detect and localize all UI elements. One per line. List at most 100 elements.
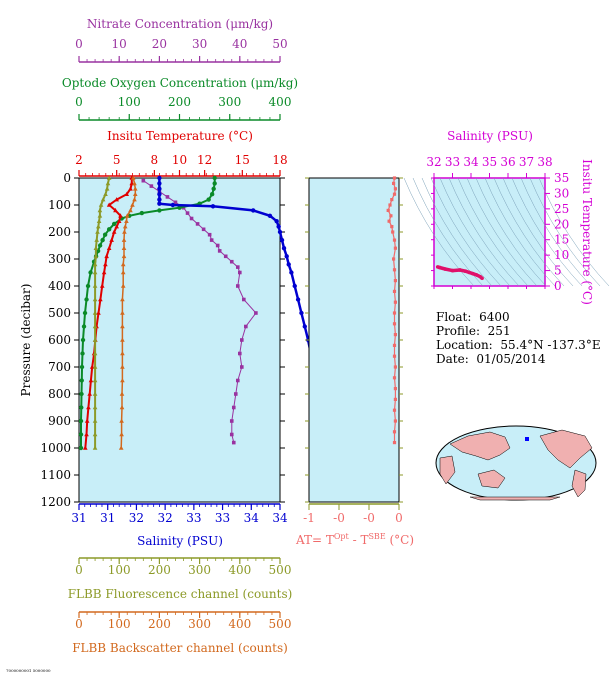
delta-t-point — [388, 203, 392, 207]
map-land-asia — [449, 431, 511, 461]
ts-density-isoline — [421, 177, 493, 287]
fluorescence-point — [100, 197, 106, 202]
oxygen-point — [157, 208, 162, 213]
salinity-point — [157, 175, 162, 181]
oxygen-point — [79, 364, 85, 370]
backscatter-point — [124, 218, 129, 223]
backscatter-axis-tick-label: 200 — [148, 617, 171, 631]
footer-code: 7000000001 5000000 — [6, 668, 51, 673]
oxygen-point — [80, 351, 85, 356]
backscatter-point — [119, 432, 124, 437]
nitrate-point — [215, 243, 220, 248]
ts-point — [458, 268, 462, 272]
ts-point — [463, 269, 468, 273]
delta-t-point — [392, 441, 397, 445]
nitrate-point — [238, 351, 242, 356]
salinity-point — [157, 197, 162, 202]
temperature-axis-tick-label: 2 — [75, 153, 83, 167]
fluorescence-point — [93, 253, 99, 259]
oxygen-point — [78, 418, 84, 424]
delta-t-point — [390, 225, 394, 229]
temperature-point — [124, 191, 130, 196]
fluorescence-axis-tick-label: 0 — [75, 563, 83, 577]
oxygen-point — [79, 391, 84, 397]
salinity-point — [210, 204, 216, 209]
temperature-point — [96, 310, 101, 315]
delta-t-point — [393, 246, 397, 250]
salinity-point — [157, 192, 162, 197]
salinity-axis-tick-label: 31 — [71, 511, 86, 525]
salinity-point — [251, 208, 256, 213]
fluorescence-axis-tick-label: 500 — [269, 563, 292, 577]
nitrate-point — [189, 216, 194, 221]
map-land-africa — [439, 455, 456, 485]
temperature-axis-tick-label: 10 — [172, 153, 187, 167]
salinity-point — [281, 246, 287, 251]
nitrate-point — [173, 200, 178, 205]
temperature-axis-tick-label: 18 — [272, 153, 287, 167]
backscatter-point — [130, 175, 136, 180]
delta-t-point — [392, 322, 397, 326]
oxygen-point — [80, 337, 86, 343]
pressure-tick-label: 500 — [48, 306, 71, 320]
pressure-tick-label: 1100 — [40, 468, 71, 482]
delta-t-point — [392, 181, 396, 185]
ts-ylabel: Insitu Temperature (°C) — [580, 159, 594, 305]
ts-point — [480, 276, 484, 281]
ts-density-isoline — [448, 177, 520, 287]
fluorescence-point — [95, 229, 100, 234]
pressure-tick-label: 700 — [48, 360, 71, 374]
oxygen-point — [212, 181, 217, 186]
nitrate-point — [229, 259, 234, 264]
oxygen-axis-tick-label: 0 — [75, 95, 83, 109]
backscatter-point — [124, 213, 130, 218]
fluorescence-point — [98, 202, 104, 207]
delta-t-point — [393, 333, 397, 337]
nitrate-point — [195, 222, 200, 226]
temperature-axis-tick-label: 12 — [197, 153, 212, 167]
delta-t-axis-label: AT= TOpt - TSBE (°C) — [295, 532, 414, 547]
fluorescence-point — [95, 224, 101, 229]
backscatter-axis-tick-label: 100 — [108, 617, 131, 631]
nitrate-point — [240, 338, 244, 342]
backscatter-axis-tick-label: 300 — [188, 617, 211, 631]
backscatter-point — [132, 186, 138, 191]
pressure-tick-label: 1200 — [40, 495, 71, 509]
delta-t-point — [392, 430, 397, 434]
temperature-point — [109, 237, 114, 242]
oxygen-axis-label: Optode Oxygen Concentration (μm/kg) — [62, 76, 298, 90]
oxygen-point — [78, 445, 84, 451]
salinity-point — [277, 229, 283, 235]
delta-t-axis: -1 -0 -0 0 — [303, 177, 403, 525]
delta-t-point — [392, 376, 397, 380]
backscatter-point — [120, 337, 125, 342]
nitrate-axis-tick-label: 30 — [192, 37, 207, 51]
fluorescence-point — [92, 418, 98, 423]
ts-ytick-label: 20 — [554, 217, 569, 231]
pressure-tick-label: 600 — [48, 333, 71, 347]
delta-t-point — [389, 214, 393, 218]
nitrate-axis-tick-label: 50 — [272, 37, 287, 51]
ts-density-isoline — [520, 177, 592, 287]
delta-t-point — [392, 311, 397, 315]
fluorescence-point — [97, 207, 103, 213]
nitrate-point — [242, 297, 246, 302]
oxygen-axis-tick-label: 400 — [269, 95, 292, 109]
ts-plot-area — [433, 177, 546, 287]
salinity-axis-tick-label: 34 — [244, 511, 260, 525]
delta-t-point — [392, 192, 397, 196]
ts-density-isoline — [457, 177, 529, 287]
temperature-axis-label: Insitu Temperature (°C) — [107, 129, 253, 143]
profile-row: Profile: 251 — [436, 324, 511, 338]
ts-density-isoline — [538, 177, 610, 287]
temperature-point — [84, 418, 90, 423]
salinity-point — [170, 202, 175, 208]
backscatter-point — [120, 283, 126, 288]
ts-density-isoline — [529, 177, 601, 287]
backscatter-point — [119, 418, 124, 423]
temperature-point — [104, 253, 109, 259]
pressure-tick-label: 0 — [63, 171, 71, 185]
backscatter-point — [120, 351, 125, 356]
ts-series — [435, 265, 484, 281]
salinity-point — [302, 324, 307, 329]
